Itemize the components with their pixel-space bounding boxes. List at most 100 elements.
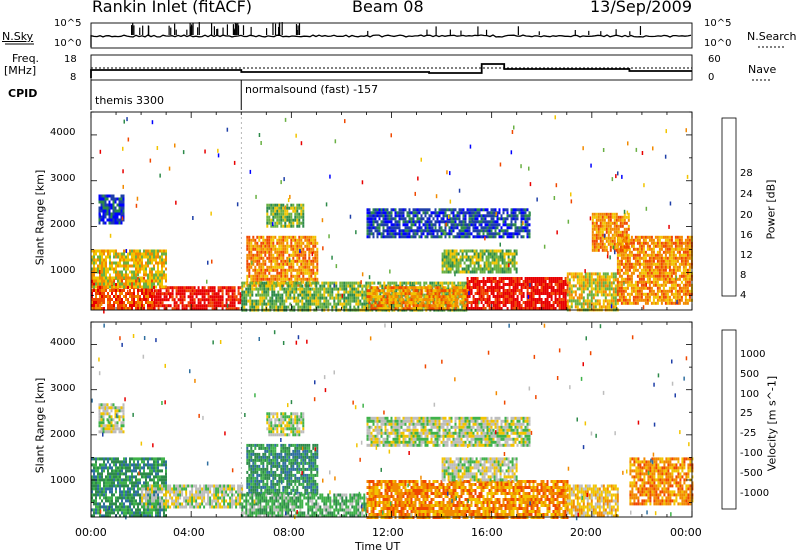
echo-cell (676, 256, 679, 260)
echo-cell (428, 289, 431, 293)
echo-cell (594, 299, 597, 303)
echo-cell (229, 307, 232, 311)
echo-cell (410, 298, 413, 302)
echo-cell (302, 280, 305, 284)
echo-cell (368, 217, 371, 221)
echo-cell (578, 296, 581, 300)
echo-cell (650, 301, 653, 305)
echo-cell (672, 280, 675, 284)
echo-cell (578, 281, 581, 285)
echo-cell (470, 301, 473, 304)
echo-cell (233, 304, 236, 308)
echo-cell (319, 284, 322, 288)
echo-cell (191, 307, 194, 311)
echo-cell (684, 274, 687, 278)
echo-cell (656, 301, 659, 305)
echo-cell (159, 304, 162, 308)
echo-cell (418, 298, 421, 302)
echo-cell (249, 284, 252, 288)
echo-cell (231, 301, 234, 305)
echo-cell (447, 252, 450, 256)
echo-cell (101, 255, 103, 259)
echo-cell (676, 238, 679, 242)
echo-cell (426, 307, 429, 311)
echo-cell (99, 301, 101, 304)
echo-cell (506, 277, 509, 280)
echo-cell (443, 255, 446, 259)
echo-cell (536, 280, 539, 283)
echo-cell (482, 298, 485, 301)
echo-cell (430, 307, 433, 311)
echo-cell (554, 280, 557, 283)
echo-cell (420, 298, 423, 302)
echo-cell (282, 259, 285, 263)
echo-cell (300, 253, 303, 257)
echo-cell (436, 298, 439, 302)
echo-cell (258, 265, 261, 269)
echo-cell (664, 280, 667, 284)
echo-cell (678, 265, 681, 269)
echo-cell (406, 289, 409, 293)
echo-cell (287, 284, 290, 288)
echo-cell (349, 287, 352, 291)
echo-cell (586, 302, 589, 306)
echo-cell (399, 281, 402, 285)
echo-cell (404, 304, 407, 308)
echo-cell (366, 226, 369, 230)
echo-cell (407, 281, 410, 285)
echo-cell (616, 256, 619, 260)
echo-cell (133, 264, 135, 268)
echo-cell (361, 293, 364, 297)
echo-cell (137, 249, 139, 253)
echo-cell (296, 238, 299, 242)
echo-cell (632, 301, 635, 305)
echo-cell (359, 284, 362, 288)
echo-cell (300, 259, 303, 263)
echo-cell (393, 305, 396, 309)
echo-cell (558, 292, 561, 295)
echo-cell (270, 235, 273, 239)
echo-cell (518, 289, 521, 292)
echo-cell (257, 281, 260, 285)
echo-cell (109, 264, 111, 268)
echo-cell (111, 304, 113, 307)
echo-cell (588, 284, 591, 288)
echo-cell (660, 262, 663, 266)
echo-cell (260, 277, 263, 281)
echo-cell (367, 284, 370, 288)
echo-cell (98, 197, 101, 201)
echo-cell (480, 301, 483, 304)
echo-cell (590, 293, 593, 297)
echo-cell (394, 301, 397, 305)
echo-cell (280, 274, 283, 278)
echo-cell (419, 302, 422, 306)
echo-cell (668, 286, 671, 290)
echo-cell (678, 289, 681, 293)
echo-cell (550, 277, 553, 280)
echo-cell (520, 292, 523, 295)
echo-cell (595, 236, 598, 240)
echo-cell (422, 304, 425, 308)
echo-cell (157, 301, 160, 305)
echo-cell (268, 215, 271, 219)
echo-cell (374, 298, 377, 302)
echo-cell (307, 281, 310, 285)
echo-cell (366, 208, 369, 212)
echo-cell (227, 289, 230, 293)
echo-cell (652, 274, 655, 278)
echo-cell (278, 241, 281, 245)
echo-cell (618, 280, 621, 284)
echo-cell (588, 275, 591, 279)
echo-cell (656, 298, 659, 302)
echo-cell (229, 304, 232, 308)
echo-cell (604, 296, 607, 300)
echo-cell (616, 286, 619, 290)
echo-cell (301, 293, 304, 297)
echo-cell (266, 265, 269, 269)
echo-cell (680, 256, 683, 260)
echo-cell (497, 270, 500, 274)
echo-cell (447, 258, 450, 262)
echo-cell (650, 271, 653, 275)
echo-cell (286, 241, 289, 245)
echo-cell (652, 262, 655, 266)
